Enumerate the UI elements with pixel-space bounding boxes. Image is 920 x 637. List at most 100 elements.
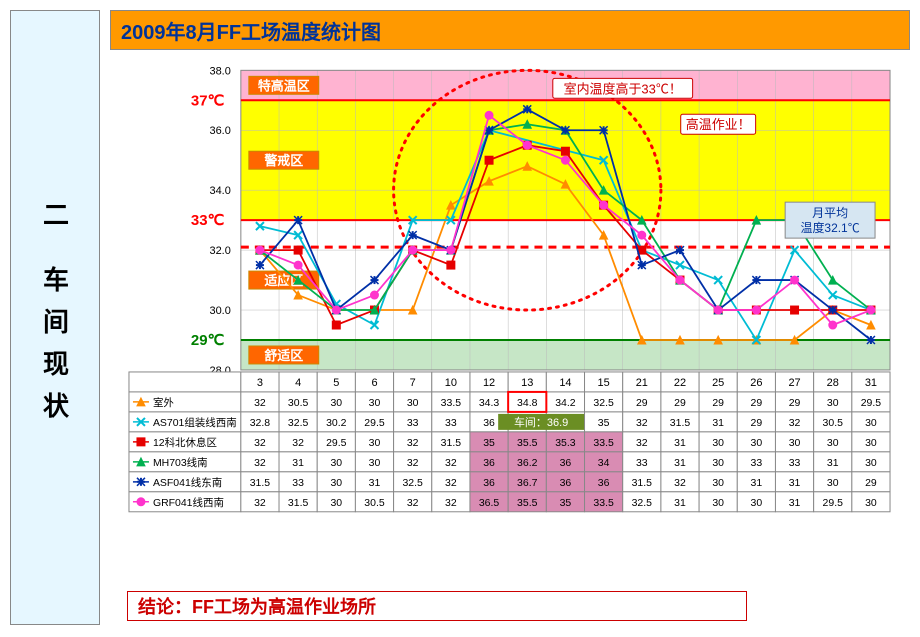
svg-text:22: 22 <box>674 377 686 389</box>
svg-text:32: 32 <box>407 458 419 469</box>
svg-text:29: 29 <box>789 398 801 409</box>
svg-text:21: 21 <box>636 377 648 389</box>
temperature-chart: 28.030.032.034.036.038.0特高温区警戒区适应区舒适区37℃… <box>110 50 910 620</box>
svg-text:36.7: 36.7 <box>517 478 538 489</box>
svg-text:室内温度高于33℃！: 室内温度高于33℃！ <box>564 81 682 96</box>
svg-text:13: 13 <box>521 377 533 389</box>
svg-text:35.5: 35.5 <box>517 498 538 509</box>
svg-text:31: 31 <box>865 377 877 389</box>
svg-text:32: 32 <box>254 398 266 409</box>
svg-text:31.5: 31.5 <box>441 438 462 449</box>
svg-text:33: 33 <box>636 458 648 469</box>
svg-text:6: 6 <box>371 377 377 389</box>
svg-text:30: 30 <box>865 418 877 429</box>
svg-text:31.5: 31.5 <box>288 498 309 509</box>
svg-text:32: 32 <box>254 438 266 449</box>
svg-text:30: 30 <box>865 438 877 449</box>
svg-text:29: 29 <box>751 418 763 429</box>
svg-text:32: 32 <box>254 498 266 509</box>
svg-text:32.5: 32.5 <box>632 498 653 509</box>
svg-text:车间：36.9: 车间：36.9 <box>514 415 568 429</box>
svg-text:GRF041线西南: GRF041线西南 <box>153 496 224 509</box>
svg-text:29: 29 <box>865 478 877 489</box>
svg-text:29.5: 29.5 <box>364 418 385 429</box>
svg-text:室外: 室外 <box>153 396 174 409</box>
svg-text:30: 30 <box>712 458 724 469</box>
svg-text:MH703线南: MH703线南 <box>153 456 208 469</box>
svg-text:32: 32 <box>407 438 419 449</box>
svg-text:30: 30 <box>330 458 342 469</box>
svg-text:31: 31 <box>674 438 686 449</box>
svg-text:月平均: 月平均 <box>812 206 848 220</box>
svg-text:31: 31 <box>292 458 304 469</box>
svg-text:31: 31 <box>369 478 381 489</box>
svg-text:29: 29 <box>674 398 686 409</box>
svg-text:30: 30 <box>751 438 763 449</box>
svg-text:36.5: 36.5 <box>479 498 500 509</box>
sidebar: 二 车间现状 <box>10 10 100 625</box>
svg-text:15: 15 <box>598 377 610 389</box>
svg-text:33.5: 33.5 <box>593 438 614 449</box>
svg-text:32.5: 32.5 <box>593 398 614 409</box>
svg-text:34.3: 34.3 <box>479 398 500 409</box>
svg-text:33.5: 33.5 <box>441 398 462 409</box>
svg-text:29: 29 <box>712 398 724 409</box>
svg-text:32: 32 <box>674 478 686 489</box>
svg-text:30: 30 <box>369 458 381 469</box>
conclusion-box: 结论：FF工场为高温作业场所 <box>127 591 747 621</box>
svg-text:36: 36 <box>483 478 495 489</box>
svg-text:36: 36 <box>598 478 610 489</box>
svg-text:32: 32 <box>445 478 457 489</box>
svg-text:30: 30 <box>712 478 724 489</box>
svg-text:32: 32 <box>445 498 457 509</box>
svg-text:AS701组装线西南: AS701组装线西南 <box>153 416 237 429</box>
svg-text:32: 32 <box>407 498 419 509</box>
svg-text:33.5: 33.5 <box>593 498 614 509</box>
svg-text:31: 31 <box>712 418 724 429</box>
svg-text:30.2: 30.2 <box>326 418 347 429</box>
svg-text:31: 31 <box>674 458 686 469</box>
svg-text:30: 30 <box>712 438 724 449</box>
svg-text:30: 30 <box>865 498 877 509</box>
svg-text:36: 36 <box>560 478 572 489</box>
svg-text:7: 7 <box>410 377 416 389</box>
svg-text:31.5: 31.5 <box>632 478 653 489</box>
svg-text:36: 36 <box>560 458 572 469</box>
svg-text:3: 3 <box>257 377 263 389</box>
svg-text:31.5: 31.5 <box>670 418 691 429</box>
svg-text:36: 36 <box>483 418 495 429</box>
chart-title: 2009年8月FF工场温度统计图 <box>121 16 381 45</box>
svg-text:35: 35 <box>560 498 572 509</box>
svg-text:14: 14 <box>559 377 571 389</box>
svg-text:34.0: 34.0 <box>209 185 230 197</box>
svg-text:33: 33 <box>789 458 801 469</box>
svg-text:ASF041线东南: ASF041线东南 <box>153 476 222 489</box>
svg-text:35: 35 <box>598 418 610 429</box>
svg-text:29.5: 29.5 <box>861 398 882 409</box>
svg-text:27: 27 <box>788 377 800 389</box>
svg-text:30: 30 <box>827 398 839 409</box>
svg-text:30.5: 30.5 <box>364 498 385 509</box>
svg-text:31.5: 31.5 <box>250 478 271 489</box>
svg-text:35.3: 35.3 <box>555 438 576 449</box>
svg-text:高温作业！: 高温作业！ <box>686 117 751 132</box>
svg-text:32.0: 32.0 <box>209 245 230 257</box>
svg-text:35: 35 <box>483 438 495 449</box>
svg-text:33: 33 <box>445 418 457 429</box>
svg-text:37℃: 37℃ <box>191 92 225 109</box>
svg-text:警戒区: 警戒区 <box>264 153 303 168</box>
svg-text:温度32.1℃: 温度32.1℃ <box>800 220 859 235</box>
svg-text:30.5: 30.5 <box>288 398 309 409</box>
svg-text:31: 31 <box>751 478 763 489</box>
svg-text:30: 30 <box>369 398 381 409</box>
svg-text:30: 30 <box>712 498 724 509</box>
svg-text:30: 30 <box>865 458 877 469</box>
svg-text:32: 32 <box>445 458 457 469</box>
svg-text:32: 32 <box>636 418 648 429</box>
svg-text:30: 30 <box>407 398 419 409</box>
svg-text:30: 30 <box>751 498 763 509</box>
svg-text:12科北休息区: 12科北休息区 <box>153 436 217 449</box>
svg-text:33: 33 <box>292 478 304 489</box>
main-panel: 2009年8月FF工场温度统计图 28.030.032.034.036.038.… <box>110 10 910 625</box>
svg-text:30: 30 <box>789 438 801 449</box>
